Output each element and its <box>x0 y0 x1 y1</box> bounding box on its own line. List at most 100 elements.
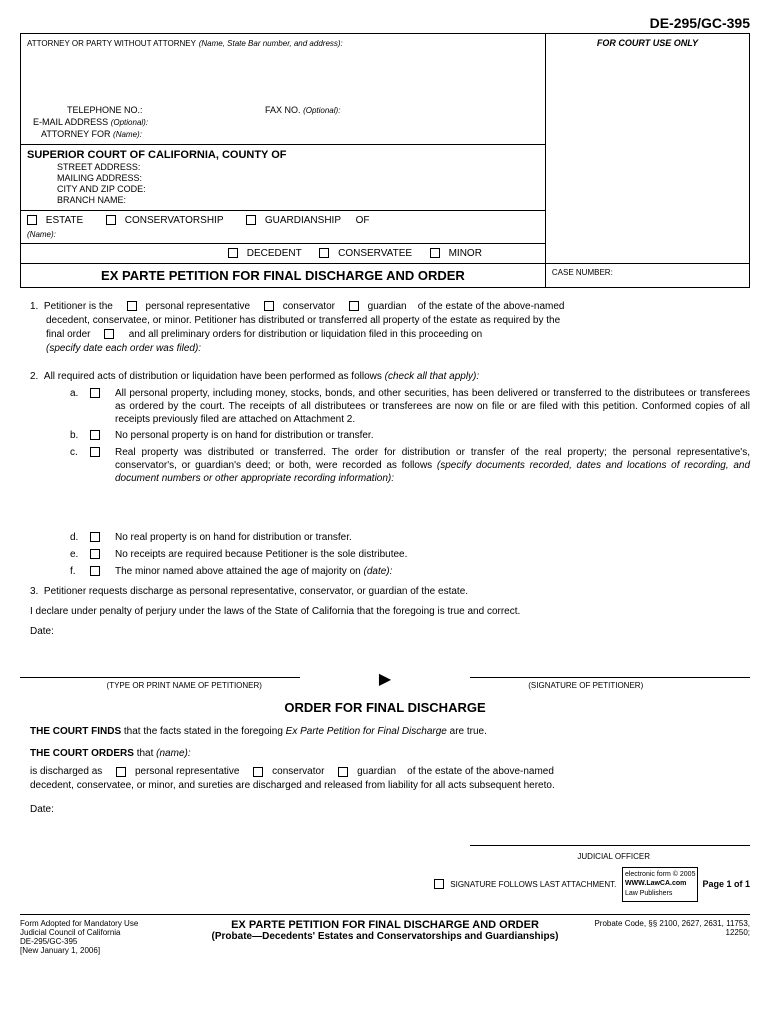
case-number-label: CASE NUMBER: <box>552 268 613 277</box>
estate-type-cell: ESTATE CONSERVATORSHIP GUARDIANSHIP OF (… <box>21 211 546 244</box>
item3-text: Petitioner requests discharge as persona… <box>44 586 468 597</box>
item-3: 3. Petitioner requests discharge as pers… <box>30 585 750 599</box>
footer-center: EX PARTE PETITION FOR FINAL DISCHARGE AN… <box>181 919 590 942</box>
date-label: Date: <box>30 625 750 639</box>
order-date-label: Date: <box>30 803 750 817</box>
page-number: Page 1 of 1 <box>702 878 750 891</box>
item2d-letter: d. <box>70 531 90 545</box>
form-number: DE-295/GC-395 <box>20 15 750 31</box>
footer-right: Probate Code, §§ 2100, 2627, 2631, 11753… <box>589 919 750 937</box>
email-hint: (Optional): <box>111 118 148 127</box>
fax-hint: (Optional): <box>303 106 340 115</box>
sig-follows-label: SIGNATURE FOLLOWS LAST ATTACHMENT. <box>450 879 616 890</box>
conservatee-label: CONSERVATEE <box>338 248 412 259</box>
pre-footer-row: SIGNATURE FOLLOWS LAST ATTACHMENT. elect… <box>20 867 750 902</box>
attorney-cell[interactable]: ATTORNEY OR PARTY WITHOUT ATTORNEY (Name… <box>21 34 546 145</box>
decedent-checkbox[interactable] <box>228 248 238 258</box>
item2a-text: All personal property, including money, … <box>115 387 750 426</box>
item2f-checkbox[interactable] <box>90 566 100 576</box>
petitioner-sig-label: (SIGNATURE OF PETITIONER) <box>422 680 751 691</box>
email-label: E-MAIL ADDRESS <box>33 117 108 127</box>
person-type-cell: DECEDENT CONSERVATEE MINOR <box>21 244 546 264</box>
court-finds-end: are true. <box>450 726 487 737</box>
guardian-checkbox[interactable] <box>349 301 359 311</box>
item2a-letter: a. <box>70 387 90 426</box>
footer-left: Form Adopted for Mandatory Use Judicial … <box>20 919 181 955</box>
conservatorship-label: CONSERVATORSHIP <box>125 215 224 226</box>
perjury-statement: I declare under penalty of perjury under… <box>30 605 750 619</box>
court-finds-italic: Ex Parte Petition for Final Discharge <box>286 726 447 737</box>
order-title: ORDER FOR FINAL DISCHARGE <box>20 699 750 717</box>
mailing-addr-label: MAILING ADDRESS: <box>27 173 539 183</box>
petitioner-sig-line[interactable] <box>470 677 750 678</box>
item-1: 1. Petitioner is the personal representa… <box>30 300 750 356</box>
item2b-text: No personal property is on hand for dist… <box>115 429 750 443</box>
item2c-checkbox[interactable] <box>90 447 100 457</box>
header-table: ATTORNEY OR PARTY WITHOUT ATTORNEY (Name… <box>20 33 750 288</box>
order-guardian-checkbox[interactable] <box>338 767 348 777</box>
court-orders-that: that <box>137 748 156 759</box>
minor-label: MINOR <box>449 248 482 259</box>
item2a-checkbox[interactable] <box>90 388 100 398</box>
judicial-officer-label: JUDICIAL OFFICER <box>20 851 750 862</box>
item1-trail: of the estate of the above-named <box>418 301 565 312</box>
form-title: EX PARTE PETITION FOR FINAL DISCHARGE AN… <box>21 264 546 288</box>
order-line2: decedent, conservatee, or minor, and sur… <box>30 779 750 793</box>
guardianship-checkbox[interactable] <box>246 215 256 225</box>
item2c-letter: c. <box>70 446 90 485</box>
order-conservator-checkbox[interactable] <box>253 767 263 777</box>
item-2: 2. All required acts of distribution or … <box>30 370 750 579</box>
item1-specify: (specify date each order was filed): <box>46 342 750 356</box>
sig-follows-checkbox[interactable] <box>434 879 444 889</box>
lawca-box: electronic form © 2005 WWW.LawCA.com Law… <box>622 867 699 902</box>
personal-rep-checkbox[interactable] <box>127 301 137 311</box>
decedent-label: DECEDENT <box>247 248 302 259</box>
petitioner-name-line[interactable] <box>20 677 300 678</box>
order-trail: of the estate of the above-named <box>407 766 554 777</box>
item2-hint: (check all that apply): <box>385 371 480 382</box>
judicial-officer-row: JUDICIAL OFFICER <box>20 837 750 862</box>
discharged-as-label: is discharged as <box>30 766 102 777</box>
order-personal-rep-checkbox[interactable] <box>116 767 126 777</box>
court-use-only: FOR COURT USE ONLY <box>545 34 749 264</box>
attorney-hint: (Name, State Bar number, and address): <box>199 39 343 48</box>
of-label: OF <box>356 215 370 226</box>
attorney-for-label: ATTORNEY FOR <box>41 129 111 139</box>
body-content: 1. Petitioner is the personal representa… <box>20 300 750 902</box>
minor-checkbox[interactable] <box>430 248 440 258</box>
petitioner-name-label: (TYPE OR PRINT NAME OF PETITIONER) <box>20 680 349 691</box>
branch-label: BRANCH NAME: <box>27 195 539 205</box>
conservatorship-checkbox[interactable] <box>106 215 116 225</box>
item1-lead: Petitioner is the <box>44 301 113 312</box>
item2b-letter: b. <box>70 429 90 443</box>
conservatee-checkbox[interactable] <box>319 248 329 258</box>
item1-opt2: conservator <box>283 301 335 312</box>
signature-row: (TYPE OR PRINT NAME OF PETITIONER) ▶ (SI… <box>20 647 750 691</box>
superior-court-label: SUPERIOR COURT OF CALIFORNIA, COUNTY OF <box>27 149 539 161</box>
superior-court-cell[interactable]: SUPERIOR COURT OF CALIFORNIA, COUNTY OF … <box>21 145 546 211</box>
guardianship-label: GUARDIANSHIP <box>265 215 341 226</box>
estate-label: ESTATE <box>46 215 83 226</box>
city-zip-label: CITY AND ZIP CODE: <box>27 184 539 194</box>
item2d-checkbox[interactable] <box>90 532 100 542</box>
item2d-text: No real property is on hand for distribu… <box>115 531 750 545</box>
court-orders-hint: (name): <box>156 748 190 759</box>
item1-line2: decedent, conservatee, or minor. Petitio… <box>46 314 750 328</box>
attorney-label: ATTORNEY OR PARTY WITHOUT ATTORNEY <box>27 39 196 48</box>
final-order-checkbox[interactable] <box>104 329 114 339</box>
street-addr-label: STREET ADDRESS: <box>27 162 539 172</box>
conservator-checkbox[interactable] <box>264 301 274 311</box>
court-finds-label: THE COURT FINDS <box>30 726 121 737</box>
item2f-text: The minor named above attained the age o… <box>115 565 750 579</box>
court-finds-text: that the facts stated in the foregoing <box>124 726 286 737</box>
judicial-sig-line[interactable] <box>470 845 750 846</box>
item2f-letter: f. <box>70 565 90 579</box>
item2e-checkbox[interactable] <box>90 549 100 559</box>
item1-opt1: personal representative <box>146 301 251 312</box>
estate-checkbox[interactable] <box>27 215 37 225</box>
order-opt3: guardian <box>357 766 396 777</box>
order-opt2: conservator <box>272 766 324 777</box>
item2b-checkbox[interactable] <box>90 430 100 440</box>
item1-line3b: and all preliminary orders for distribut… <box>129 329 483 340</box>
case-number-cell[interactable]: CASE NUMBER: <box>545 264 749 288</box>
